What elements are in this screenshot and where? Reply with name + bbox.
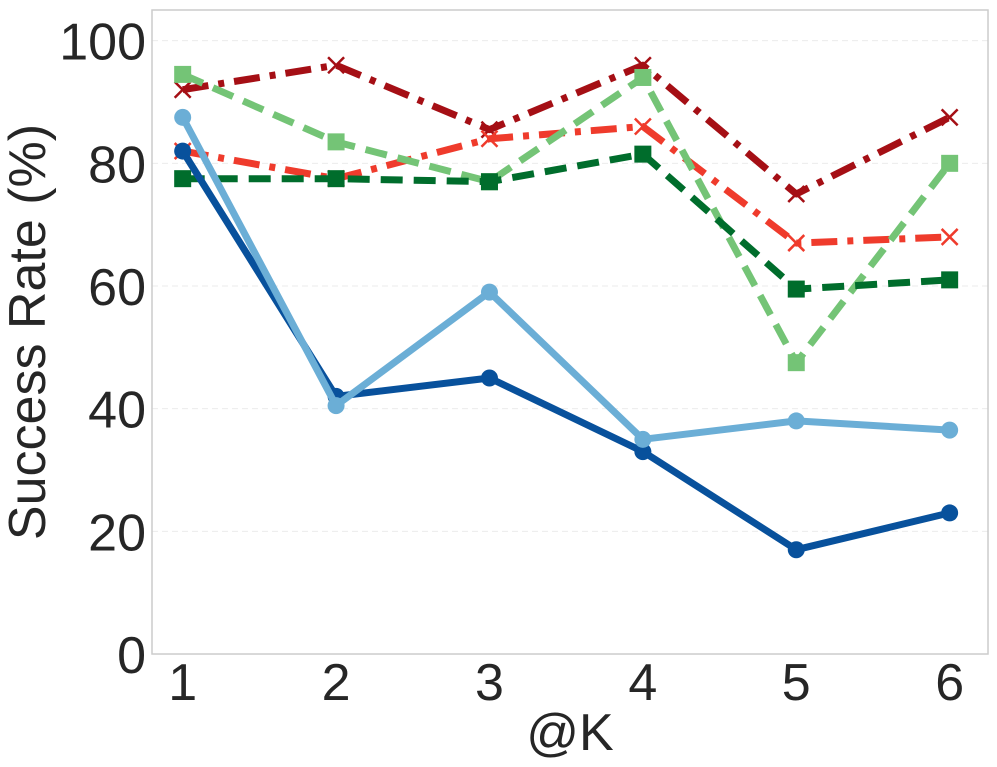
plot-area-frame	[151, 9, 989, 655]
data-point	[173, 80, 192, 99]
y-tick-label: 60	[88, 259, 146, 317]
data-point	[174, 108, 192, 126]
data-point	[327, 397, 345, 415]
data-point	[787, 412, 805, 430]
data-point	[787, 280, 805, 298]
data-point	[327, 170, 345, 188]
series-line	[182, 123, 950, 247]
y-tick-labels: 0 20 40 60 80 100	[59, 14, 146, 685]
data-point	[480, 369, 498, 387]
data-point	[787, 234, 806, 252]
x-tick-label: 3	[475, 654, 504, 712]
data-point	[787, 185, 806, 203]
series-4	[174, 145, 959, 298]
series-3	[174, 65, 959, 372]
y-axis-title: Success Rate (%)	[0, 124, 57, 540]
data-point	[174, 170, 192, 188]
y-tick-label: 40	[88, 382, 146, 440]
series-line	[179, 115, 950, 443]
data-point	[327, 133, 345, 151]
data-point	[480, 283, 498, 301]
data-point	[941, 504, 959, 522]
x-tick-label: 4	[628, 654, 657, 712]
data-point	[941, 271, 959, 289]
data-point	[940, 228, 959, 246]
series-line	[182, 61, 952, 198]
y-tick-label: 100	[59, 14, 146, 72]
data-point	[634, 145, 652, 163]
data-point	[634, 443, 652, 461]
data-point	[787, 354, 805, 372]
x-tick-label: 2	[322, 654, 351, 712]
x-tick-label: 1	[168, 654, 197, 712]
data-point	[174, 142, 192, 160]
data-point	[940, 108, 959, 127]
x-tick-label: 6	[935, 654, 964, 712]
series-layer	[173, 56, 959, 559]
series-line	[181, 71, 953, 367]
data-point	[174, 65, 192, 83]
series-6	[174, 108, 959, 448]
x-tick-labels: 1 2 3 4 5 6	[168, 654, 964, 712]
data-point	[787, 541, 805, 559]
y-tick-label: 0	[117, 627, 146, 685]
data-point	[634, 430, 652, 448]
data-point	[941, 421, 959, 439]
y-tick-label: 80	[88, 136, 146, 194]
y-tick-label: 20	[88, 504, 146, 562]
data-point	[480, 129, 499, 148]
data-point	[480, 173, 498, 191]
x-tick-label: 5	[782, 654, 811, 712]
data-point	[941, 154, 959, 172]
data-point	[327, 56, 345, 75]
series-line	[182, 150, 950, 293]
data-point	[633, 117, 652, 136]
x-axis-title: @K	[526, 704, 614, 762]
data-point	[634, 68, 652, 86]
